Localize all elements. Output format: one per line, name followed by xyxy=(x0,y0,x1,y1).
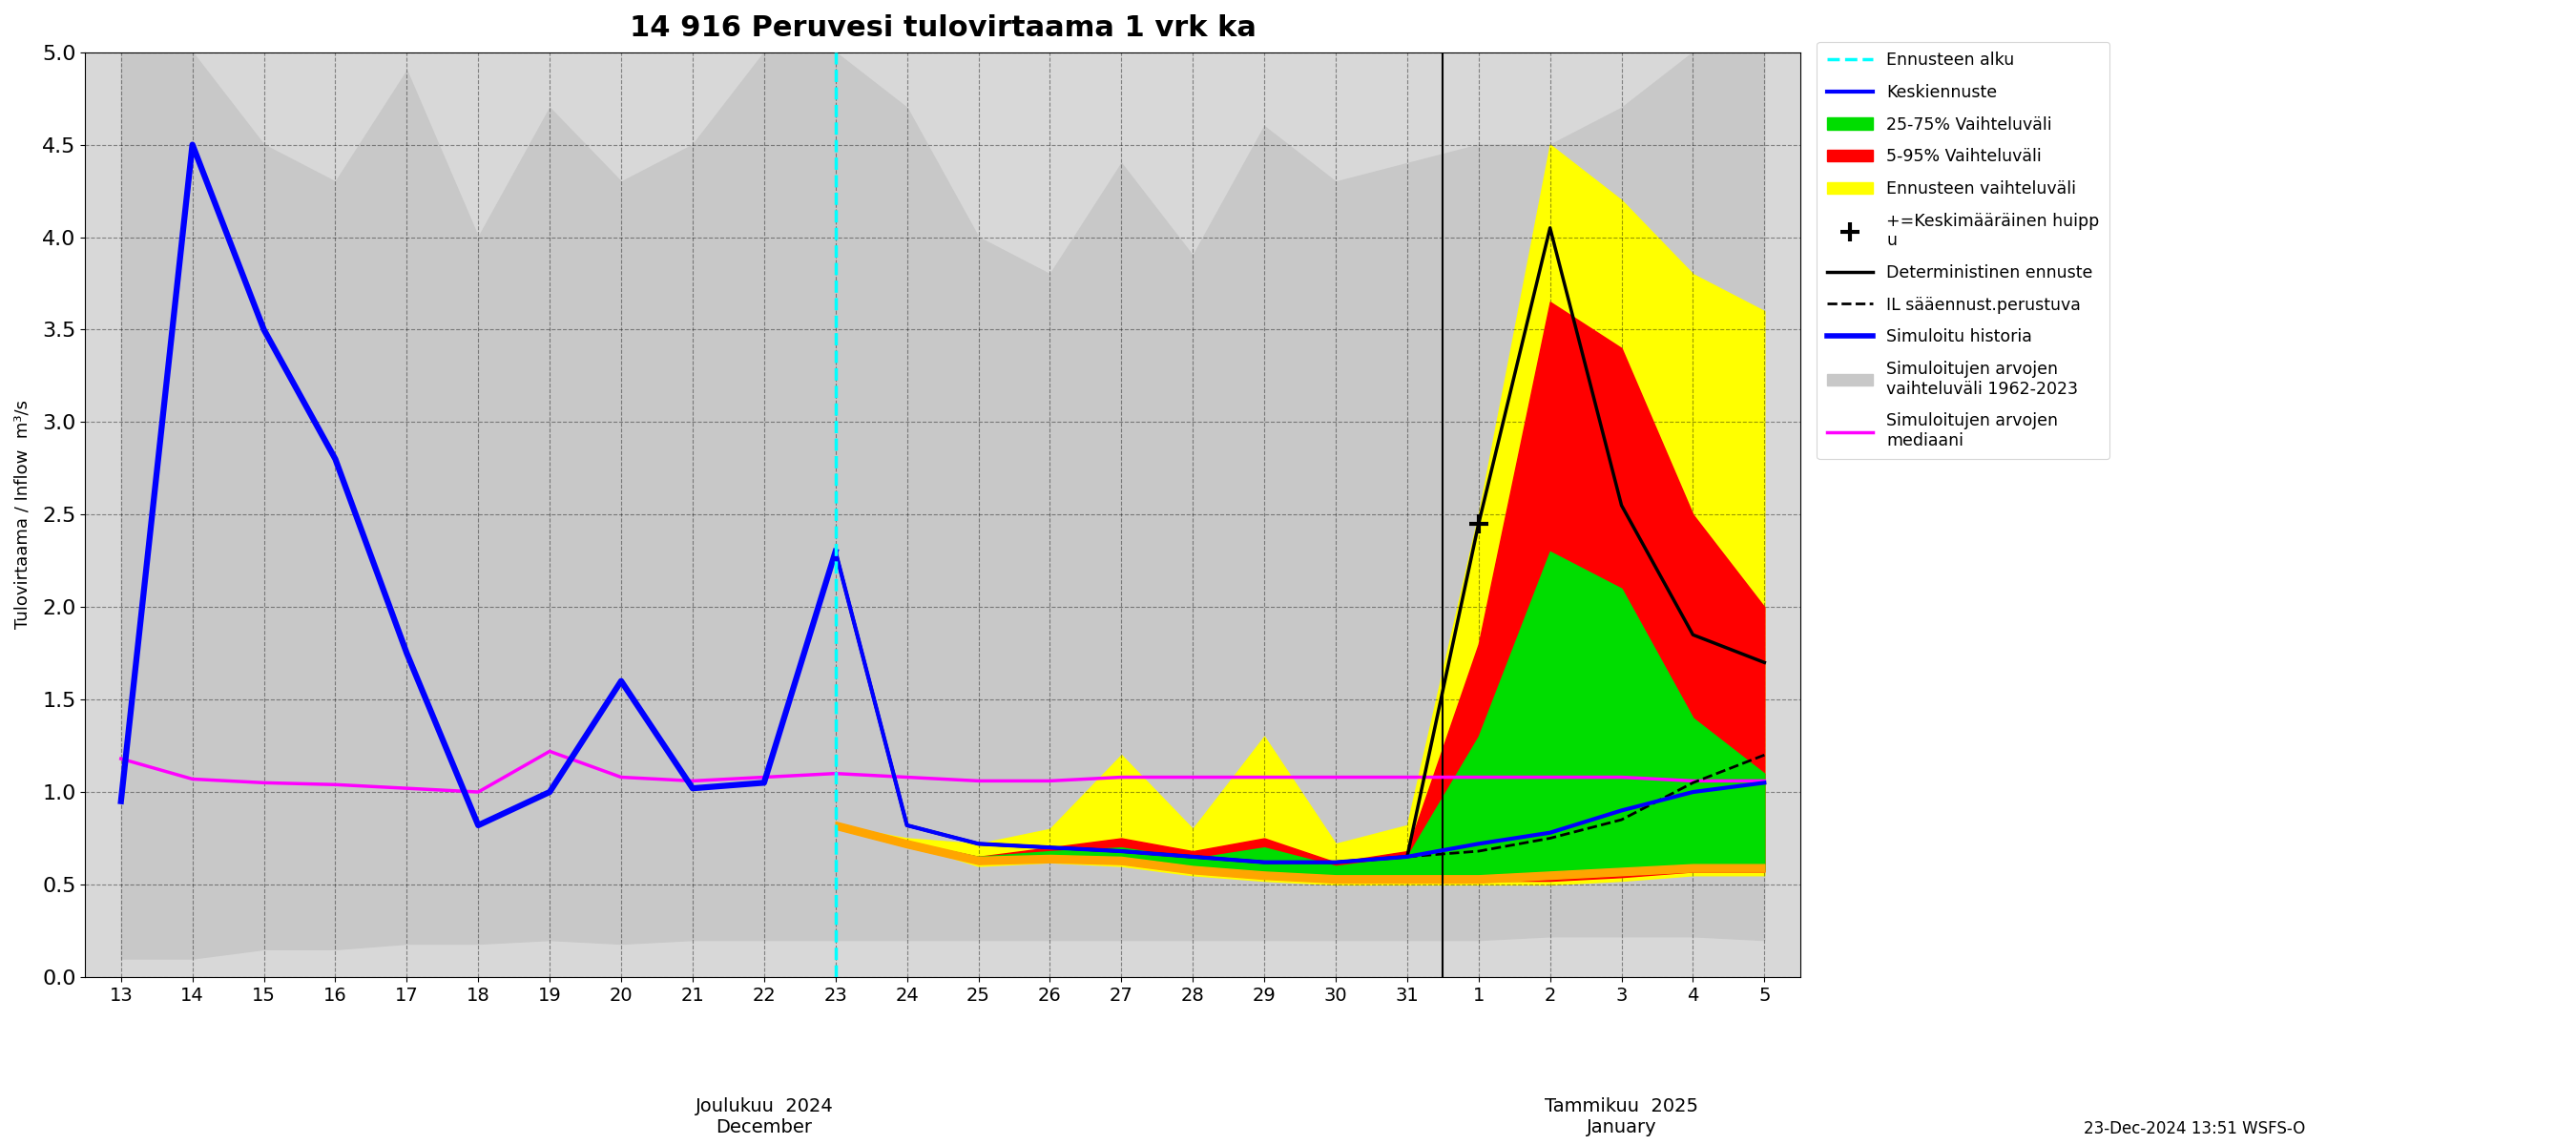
Y-axis label: Tulovirtaama / Inflow  m³/s: Tulovirtaama / Inflow m³/s xyxy=(15,400,31,629)
Text: 23-Dec-2024 13:51 WSFS-O: 23-Dec-2024 13:51 WSFS-O xyxy=(2084,1120,2306,1137)
Title: 14 916 Peruvesi tulovirtaama 1 vrk ka: 14 916 Peruvesi tulovirtaama 1 vrk ka xyxy=(629,14,1257,42)
Text: Tammikuu  2025
January: Tammikuu 2025 January xyxy=(1546,1097,1698,1136)
Legend: Ennusteen alku, Keskiennuste, 25-75% Vaihteluväli, 5-95% Vaihteluväli, Ennusteen: Ennusteen alku, Keskiennuste, 25-75% Vai… xyxy=(1816,42,2110,459)
Text: Joulukuu  2024
December: Joulukuu 2024 December xyxy=(696,1097,832,1136)
